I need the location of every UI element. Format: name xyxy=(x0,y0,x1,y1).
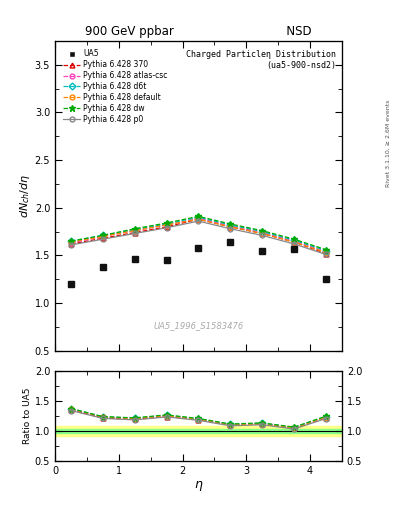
Y-axis label: Ratio to UA5: Ratio to UA5 xyxy=(23,388,32,444)
Y-axis label: $dN_{ch}/d\eta$: $dN_{ch}/d\eta$ xyxy=(18,174,32,218)
Bar xyxy=(55,425,342,436)
Text: Rivet 3.1.10, ≥ 2.6M events: Rivet 3.1.10, ≥ 2.6M events xyxy=(386,100,391,187)
Text: Charged Particleη Distribution
(ua5-900-nsd2): Charged Particleη Distribution (ua5-900-… xyxy=(186,50,336,70)
Bar xyxy=(55,429,342,433)
X-axis label: η: η xyxy=(195,478,202,492)
Title: 900 GeV ppbar                              NSD: 900 GeV ppbar NSD xyxy=(85,26,312,38)
Text: UA5_1996_S1583476: UA5_1996_S1583476 xyxy=(153,322,244,330)
Legend: UA5, Pythia 6.428 370, Pythia 6.428 atlas-csc, Pythia 6.428 d6t, Pythia 6.428 de: UA5, Pythia 6.428 370, Pythia 6.428 atla… xyxy=(62,48,169,125)
